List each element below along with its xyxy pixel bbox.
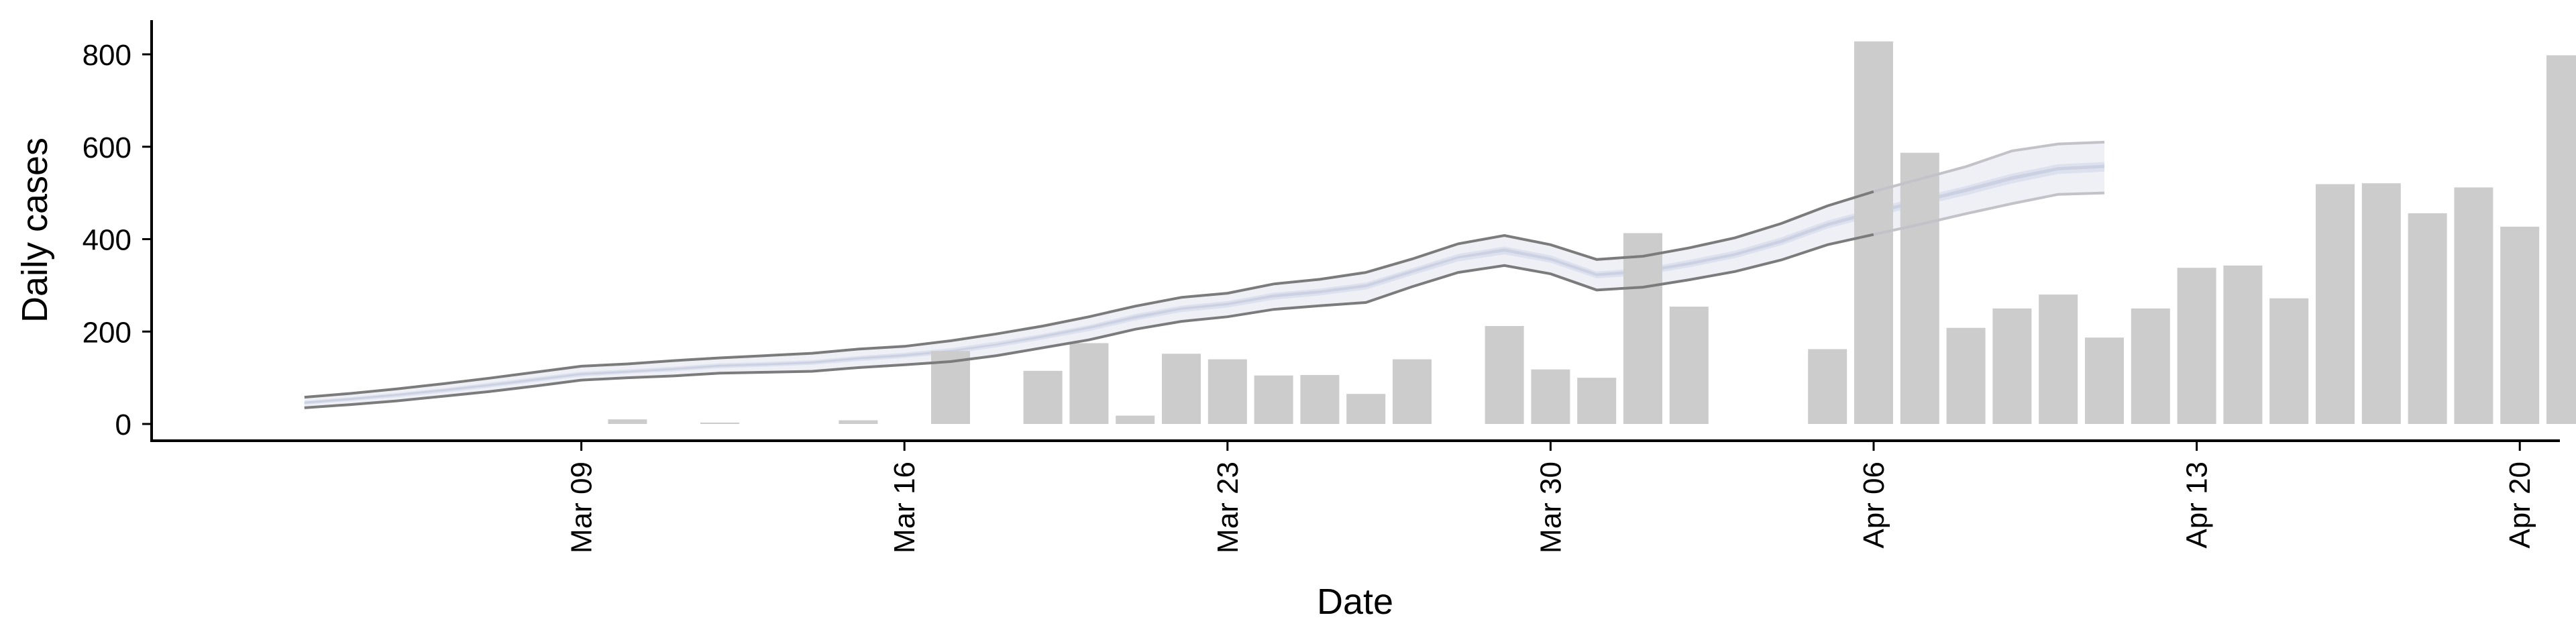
estimate-upper-line: [304, 190, 1874, 399]
case-bar: [839, 420, 878, 424]
axes: [150, 20, 2560, 442]
case-bar: [1116, 415, 1155, 424]
case-bar: [2039, 294, 2078, 424]
case-bar: [1946, 327, 1986, 424]
y-tick-label: 600: [83, 131, 131, 164]
case-bar: [1669, 307, 1709, 424]
forecast-lower-line: [1873, 191, 2105, 236]
case-bar: [1162, 354, 1201, 424]
case-bar: [2500, 226, 2540, 424]
case-bar: [1992, 308, 2032, 424]
x-tick-label: Apr 13: [2181, 462, 2214, 549]
case-bar: [1346, 394, 1386, 424]
case-bar: [1393, 359, 1432, 424]
case-bar: [1623, 233, 1662, 424]
x-axis-label: Date: [1317, 582, 1393, 622]
case-bars: [608, 41, 2576, 424]
x-tick-label: Mar 30: [1534, 462, 1567, 553]
y-tick-label: 0: [115, 409, 131, 441]
estimate-lines: [304, 140, 2105, 409]
x-tick-label: Mar 23: [1212, 462, 1244, 553]
y-tick-label: 200: [83, 316, 131, 349]
case-bar: [1208, 359, 1247, 424]
y-tick-label: 400: [83, 224, 131, 257]
x-tick-label: Mar 16: [888, 462, 921, 553]
case-bar: [2177, 268, 2216, 424]
forecast-upper-line: [1873, 140, 2105, 193]
case-bar: [608, 419, 647, 424]
y-tick-label: 800: [83, 39, 131, 72]
x-tick-label: Apr 06: [1858, 462, 1890, 549]
case-bar: [700, 422, 739, 424]
forecast-bands: [304, 142, 2104, 408]
case-bar: [2131, 308, 2170, 424]
case-bar: [1531, 369, 1570, 424]
outer-band: [304, 142, 2104, 408]
y-ticks: 0 200 400 600 800: [83, 39, 152, 441]
case-bar: [1254, 375, 1293, 424]
y-axis-label: Daily cases: [15, 138, 55, 323]
x-ticks: Mar 09 Mar 16 Mar 23 Mar 30 Apr 06 Apr 13 Apr …: [566, 441, 2536, 553]
case-bar: [1808, 349, 1847, 424]
case-bar: [2408, 213, 2447, 424]
case-bar: [1300, 375, 1340, 424]
case-bar: [1900, 152, 1939, 424]
case-bar: [1023, 370, 1063, 424]
case-bar: [2361, 183, 2401, 424]
x-tick-label: Mar 09: [566, 462, 598, 553]
case-bar: [1577, 378, 1617, 424]
case-bar: [2316, 184, 2355, 424]
case-bar: [1485, 326, 1524, 424]
x-tick-label: Apr 20: [2504, 462, 2536, 549]
case-bar: [2085, 337, 2124, 424]
case-bar: [2223, 265, 2263, 424]
estimate-lower-line: [304, 233, 1874, 409]
case-bar: [2454, 187, 2493, 424]
case-bar: [2269, 298, 2309, 424]
case-bar: [1069, 343, 1109, 424]
case-bar: [2546, 55, 2576, 424]
